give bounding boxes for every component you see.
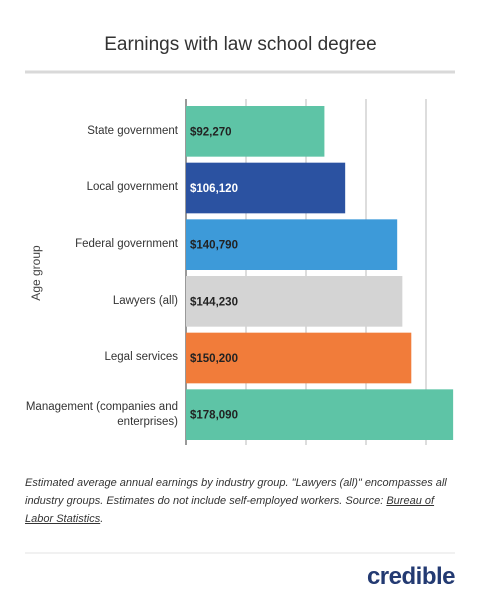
value-label: $178,090 — [190, 410, 238, 422]
bar — [186, 389, 454, 440]
value-label: $150,200 — [190, 353, 238, 365]
category-label: Lawyers (all) — [112, 294, 178, 307]
bar — [186, 276, 403, 327]
value-label: $106,120 — [190, 183, 238, 195]
category-label: Local government — [86, 181, 178, 194]
value-label: $144,230 — [190, 296, 238, 308]
category-label: State government — [87, 124, 178, 137]
logo: credible — [366, 563, 456, 590]
footnote: Estimated average annual earnings by ind… — [25, 474, 460, 528]
value-label: $92,270 — [190, 126, 232, 138]
value-label: $140,790 — [190, 240, 238, 252]
footnote-end: . — [100, 513, 104, 525]
chart-title: Earnings with law school degree — [104, 34, 377, 55]
bar — [186, 106, 325, 157]
bar — [186, 332, 412, 384]
bar — [186, 162, 346, 214]
category-label: Legal services — [104, 351, 178, 364]
bar — [186, 219, 398, 270]
category-label: Management (companies and enterprises) — [25, 400, 178, 428]
category-label: Federal government — [75, 238, 178, 251]
footnote-text: Estimated average annual earnings by ind… — [25, 477, 447, 507]
y-axis-label: Age group — [29, 245, 43, 301]
source-link[interactable]: Bureau of Labor Statistics — [25, 495, 435, 525]
